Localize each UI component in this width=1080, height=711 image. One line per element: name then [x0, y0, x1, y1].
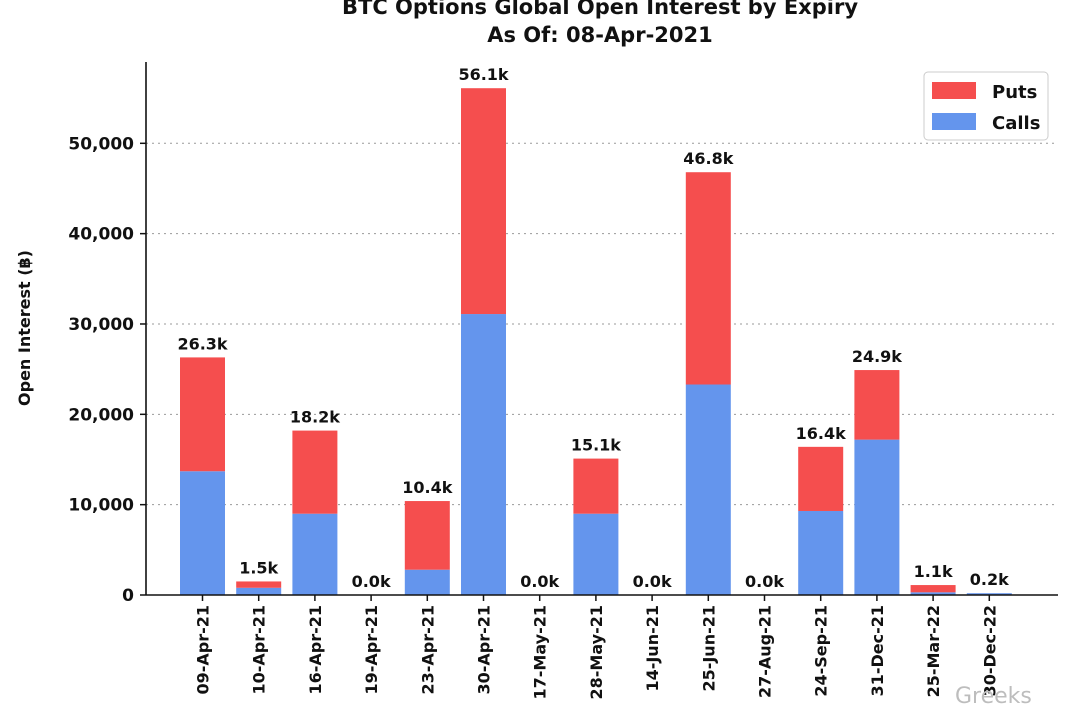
y-tick-label: 20,000: [68, 405, 134, 425]
bar-calls: [798, 510, 844, 595]
bar-total-label: 1.1k: [914, 562, 953, 581]
x-tick-label: 31-Dec-21: [868, 605, 887, 696]
bar-puts: [404, 501, 450, 570]
bar-calls: [292, 513, 338, 595]
bar-total-label: 18.2k: [290, 408, 340, 427]
bar-calls: [854, 439, 900, 595]
x-tick-label: 30-Dec-22: [980, 605, 999, 696]
x-tick-label: 25-Jun-21: [699, 605, 718, 692]
bar-total-label: 0.2k: [970, 570, 1009, 589]
y-tick-label: 30,000: [68, 315, 134, 335]
bar-puts: [461, 88, 506, 315]
bar-puts: [573, 458, 619, 514]
bar-total-label: 24.9k: [852, 347, 902, 366]
chart-subtitle: As Of: 08-Apr-2021: [487, 23, 713, 47]
y-axis-label: Open Interest (฿): [15, 250, 34, 406]
x-ticks: 09-Apr-21 10-Apr-21 16-Apr-21 19-Apr-21 23-A…: [194, 595, 999, 699]
bar-puts: [292, 430, 338, 514]
watermark-text: Greeks: [955, 684, 1032, 709]
bar-puts: [685, 172, 731, 385]
x-tick-label: 17-May-21: [531, 605, 550, 699]
x-tick-label: 14-Jun-21: [643, 605, 662, 692]
y-tick-label: 10,000: [68, 496, 134, 516]
bar-total-label: 10.4k: [402, 478, 452, 497]
bar-total-label: 46.8k: [683, 149, 733, 168]
x-tick-label: 09-Apr-21: [194, 605, 213, 695]
legend-label-puts: Puts: [992, 82, 1037, 103]
x-tick-label: 30-Apr-21: [475, 605, 494, 695]
bar-calls: [966, 593, 1012, 595]
bar-total-label: 15.1k: [571, 436, 621, 455]
x-tick-label: 23-Apr-21: [418, 605, 437, 695]
legend-label-calls: Calls: [992, 113, 1040, 134]
x-tick-label: 24-Sep-21: [812, 605, 831, 697]
total-labels: 26.3k 1.5k 18.2k 0.0k 10.4k 56.1k 0.0k 15.1k 0.0…: [177, 65, 1009, 591]
x-tick-label: 19-Apr-21: [362, 605, 381, 695]
bar-calls: [573, 513, 619, 595]
bar-calls: [404, 569, 450, 595]
chart-title: BTC Options Global Open Interest by Expi…: [342, 0, 858, 19]
axes: [145, 62, 1058, 596]
bar-puts: [798, 446, 844, 511]
x-tick-label: 28-May-21: [587, 605, 606, 699]
bar-total-label: 0.0k: [633, 572, 672, 591]
bar-total-label: 56.1k: [458, 65, 508, 84]
bar-calls: [685, 384, 731, 595]
legend-swatch-puts: [932, 82, 976, 99]
legend-swatch-calls: [932, 113, 976, 130]
x-tick-label: 27-Aug-21: [756, 605, 775, 698]
bar-puts: [180, 357, 225, 472]
bar-total-label: 0.0k: [352, 572, 391, 591]
bar-calls: [236, 587, 282, 595]
x-tick-label: 25-Mar-22: [924, 605, 943, 697]
x-tick-label: 16-Apr-21: [306, 605, 325, 695]
y-ticks: 0 10,000 20,000 30,000 40,000 50,000: [68, 134, 146, 606]
bar-total-label: 1.5k: [239, 558, 278, 577]
legend: Puts Calls: [923, 71, 1049, 141]
bars: [180, 88, 1012, 595]
x-tick-label: 10-Apr-21: [250, 605, 269, 695]
bar-puts: [236, 581, 282, 588]
bar-total-label: 26.3k: [177, 334, 227, 353]
bar-calls: [910, 592, 956, 595]
bar-calls: [461, 314, 506, 595]
y-tick-label: 40,000: [68, 225, 134, 245]
bar-total-label: 0.0k: [745, 572, 784, 591]
y-tick-label: 0: [122, 586, 134, 606]
bar-puts: [910, 585, 956, 593]
y-tick-label: 50,000: [68, 134, 134, 154]
bar-total-label: 16.4k: [796, 424, 846, 443]
bar-calls: [180, 471, 225, 595]
bar-total-label: 0.0k: [520, 572, 559, 591]
bar-puts: [854, 370, 900, 440]
